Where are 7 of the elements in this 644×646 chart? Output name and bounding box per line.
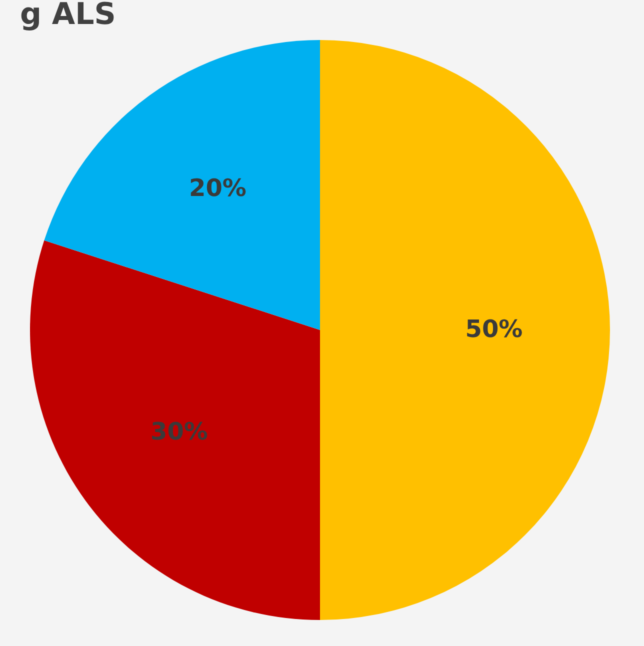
pie-slice (30, 240, 320, 620)
chart-title: g ALS (20, 0, 116, 32)
pie-slice (44, 40, 320, 330)
data-label: 20% (189, 174, 246, 202)
data-label: 50% (465, 315, 523, 343)
pie-slice (320, 40, 610, 620)
data-label: 30% (150, 417, 208, 446)
